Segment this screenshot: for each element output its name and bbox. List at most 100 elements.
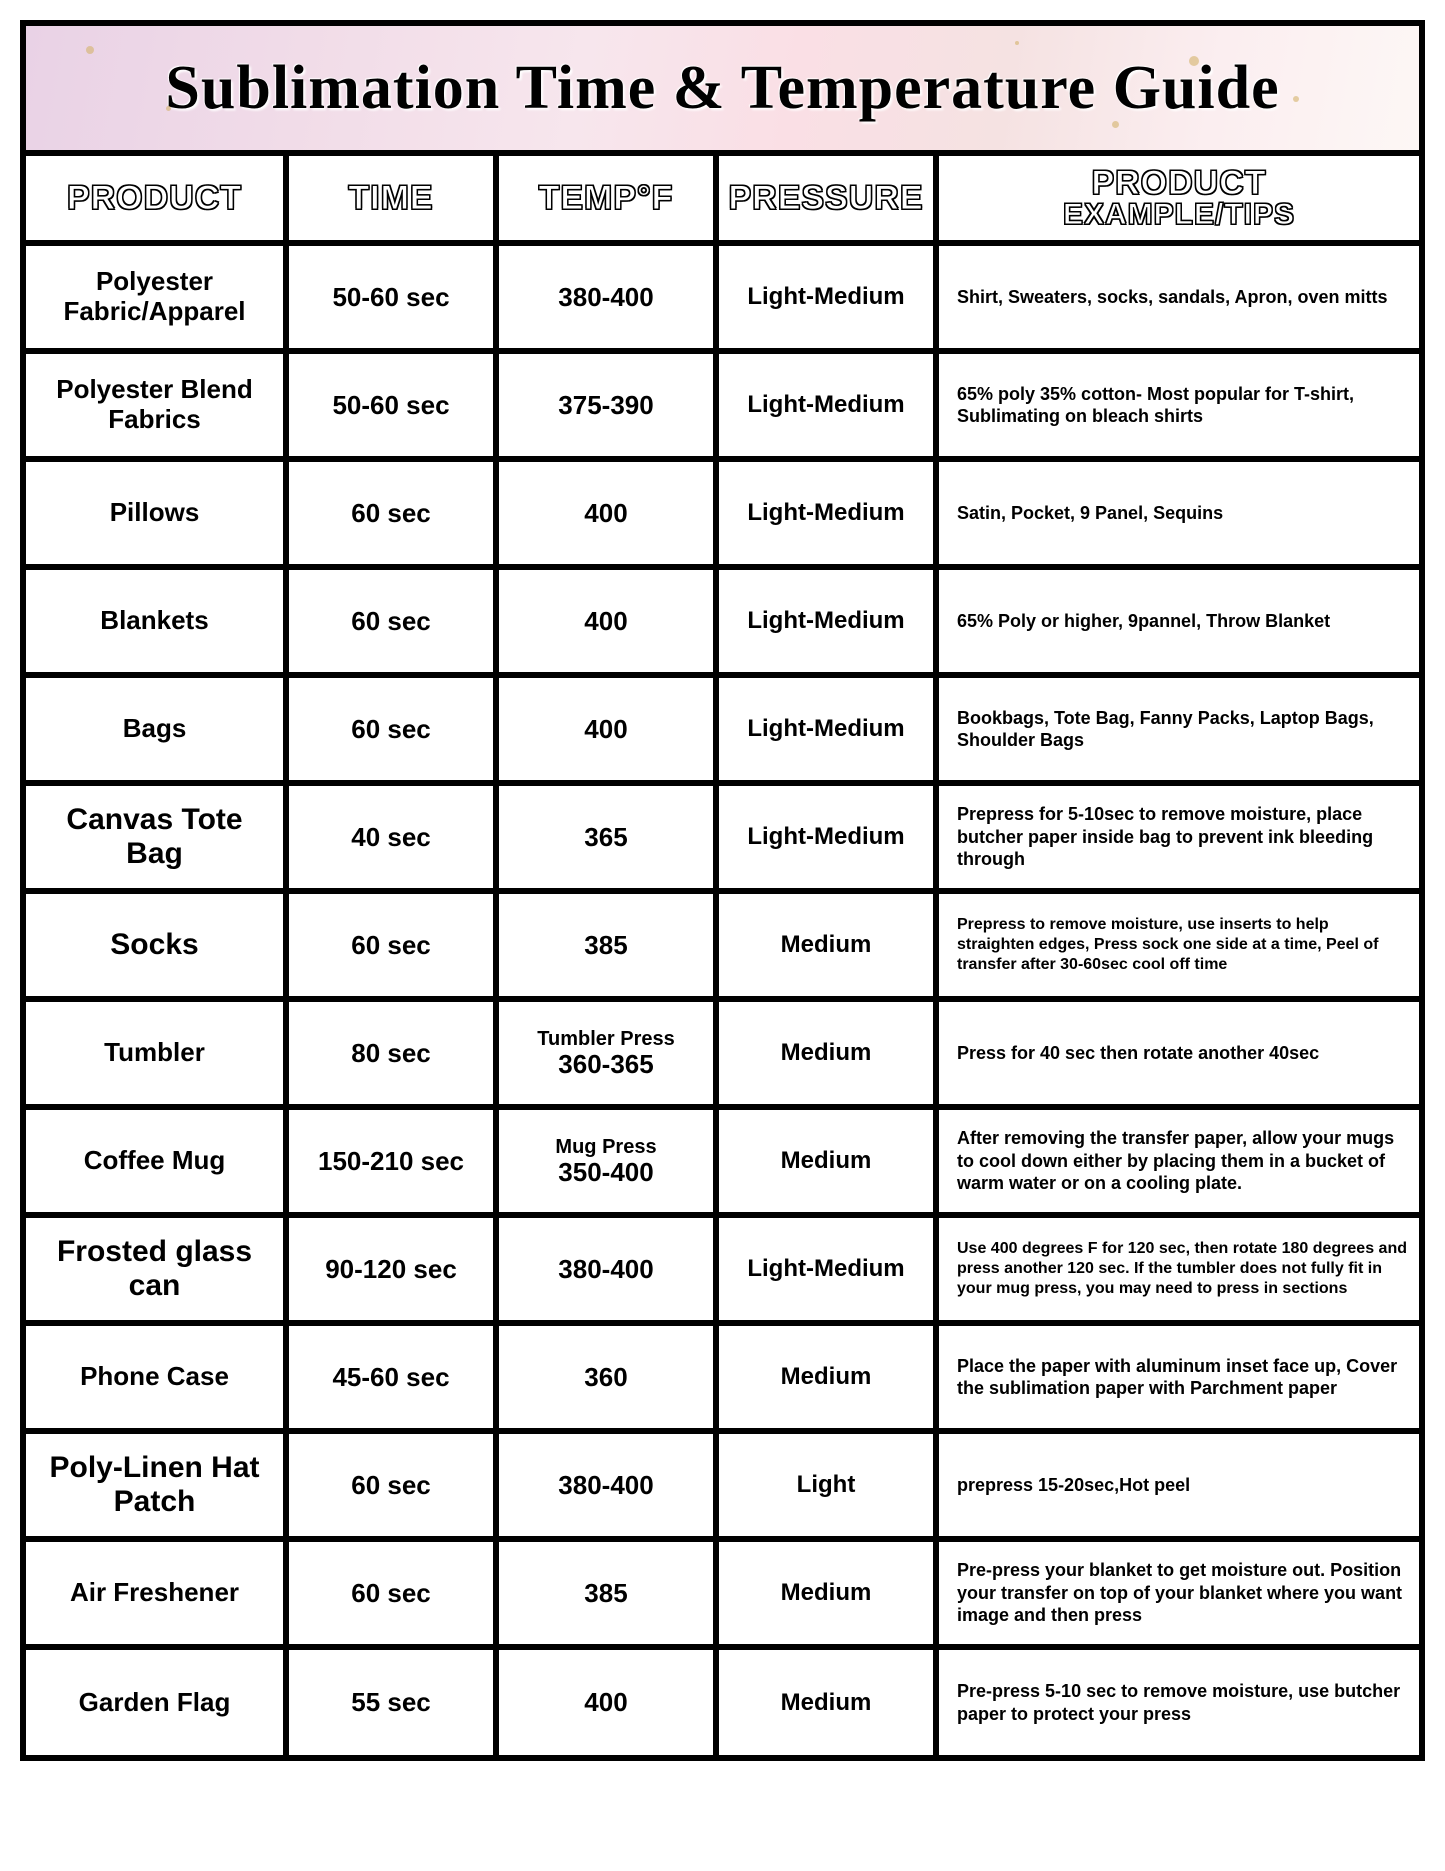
cell-product: Polyester Fabric/Apparel [26, 243, 286, 351]
cell-pressure: Light [716, 1431, 936, 1539]
cell-pressure: Medium [716, 999, 936, 1107]
header-pressure: PRESSURE [716, 156, 936, 243]
cell-tips: Bookbags, Tote Bag, Fanny Packs, Laptop … [936, 675, 1419, 783]
cell-pressure: Medium [716, 1539, 936, 1647]
cell-tips: Press for 40 sec then rotate another 40s… [936, 999, 1419, 1107]
table-row: Air Freshener60 sec 385 MediumPre-press yo… [26, 1539, 1419, 1647]
cell-product: Canvas Tote Bag [26, 783, 286, 891]
cell-tips: Use 400 degrees F for 120 sec, then rota… [936, 1215, 1419, 1323]
cell-tips: Pre-press 5-10 sec to remove moisture, u… [936, 1647, 1419, 1755]
table-row: Coffee Mug150-210 secMug Press350-400Med… [26, 1107, 1419, 1215]
table-row: Frosted glass can90-120 sec 380-400 Light-… [26, 1215, 1419, 1323]
table-row: Pillows60 sec400Light-MediumSatin, Pocke… [26, 459, 1419, 567]
cell-tips: Pre-press your blanket to get moisture o… [936, 1539, 1419, 1647]
cell-pressure: Light-Medium [716, 675, 936, 783]
title-banner: Sublimation Time & Temperature Guide [26, 26, 1419, 156]
cell-tips: 65% Poly or higher, 9pannel, Throw Blank… [936, 567, 1419, 675]
cell-temp-main: 380-400 [558, 282, 653, 312]
cell-temp: 385 [496, 1539, 716, 1647]
cell-temp: 400 [496, 1647, 716, 1755]
cell-temp-main: 400 [584, 498, 627, 528]
cell-pressure: Medium [716, 891, 936, 999]
cell-temp-main: 365 [584, 822, 627, 852]
header-time: TIME [286, 156, 496, 243]
cell-pressure: Medium [716, 1107, 936, 1215]
cell-temp-main: 360-365 [558, 1049, 653, 1079]
guide-page: Sublimation Time & Temperature Guide PRO… [20, 20, 1425, 1761]
table-row: Canvas Tote Bag40 sec 365 Light-MediumPrep… [26, 783, 1419, 891]
cell-temp: Tumbler Press360-365 [496, 999, 716, 1107]
table-row: Polyester Blend Fabrics50-60 sec375-390L… [26, 351, 1419, 459]
cell-time: 80 sec [286, 999, 496, 1107]
cell-temp: 400 [496, 675, 716, 783]
table-row: Polyester Fabric/Apparel50-60 sec 380-400… [26, 243, 1419, 351]
header-product: PRODUCT [26, 156, 286, 243]
cell-pressure: Light-Medium [716, 783, 936, 891]
cell-product: Phone Case [26, 1323, 286, 1431]
cell-time: 60 sec [286, 675, 496, 783]
cell-temp: 380-400 [496, 243, 716, 351]
header-tips: PRODUCT EXAMPLE/TIPS [936, 156, 1419, 243]
header-temp: TEMP°F [496, 156, 716, 243]
cell-temp-main: 380-400 [558, 1470, 653, 1500]
table-row: Poly-Linen Hat Patch60 sec 380-400 Lightpr… [26, 1431, 1419, 1539]
cell-product: Air Freshener [26, 1539, 286, 1647]
cell-time: 60 sec [286, 1539, 496, 1647]
cell-time: 45-60 sec [286, 1323, 496, 1431]
page-title: Sublimation Time & Temperature Guide [165, 53, 1279, 124]
cell-temp-main: 375-390 [558, 390, 653, 420]
cell-temp-main: 350-400 [558, 1157, 653, 1187]
cell-tips: Place the paper with aluminum inset face… [936, 1323, 1419, 1431]
cell-time: 60 sec [286, 1431, 496, 1539]
cell-temp-main: 385 [584, 1578, 627, 1608]
cell-time: 60 sec [286, 459, 496, 567]
cell-product: Polyester Blend Fabrics [26, 351, 286, 459]
cell-product: Bags [26, 675, 286, 783]
cell-temp: 400 [496, 459, 716, 567]
cell-time: 60 sec [286, 891, 496, 999]
cell-time: 50-60 sec [286, 351, 496, 459]
cell-pressure: Medium [716, 1323, 936, 1431]
cell-temp: 380-400 [496, 1431, 716, 1539]
cell-temp-main: 400 [584, 1687, 627, 1717]
cell-product: Poly-Linen Hat Patch [26, 1431, 286, 1539]
cell-pressure: Light-Medium [716, 459, 936, 567]
cell-product: Frosted glass can [26, 1215, 286, 1323]
cell-tips: Prepress to remove moisture, use inserts… [936, 891, 1419, 999]
cell-product: Tumbler [26, 999, 286, 1107]
cell-temp: 360 [496, 1323, 716, 1431]
cell-time: 90-120 sec [286, 1215, 496, 1323]
cell-pressure: Light-Medium [716, 1215, 936, 1323]
cell-time: 40 sec [286, 783, 496, 891]
cell-temp-main: 385 [584, 930, 627, 960]
cell-temp-sub: Tumbler Press [511, 1028, 701, 1050]
cell-temp-main: 380-400 [558, 1254, 653, 1284]
cell-time: 55 sec [286, 1647, 496, 1755]
cell-tips: Satin, Pocket, 9 Panel, Sequins [936, 459, 1419, 567]
cell-temp: Mug Press350-400 [496, 1107, 716, 1215]
cell-temp: 365 [496, 783, 716, 891]
header-tips-line2: EXAMPLE/TIPS [943, 200, 1415, 230]
table-row: Bags60 sec400Light-MediumBookbags, Tote … [26, 675, 1419, 783]
cell-product: Socks [26, 891, 286, 999]
cell-tips: 65% poly 35% cotton- Most popular for T-… [936, 351, 1419, 459]
header-tips-line1: PRODUCT [943, 166, 1415, 200]
cell-time: 150-210 sec [286, 1107, 496, 1215]
cell-temp: 385 [496, 891, 716, 999]
table-row: Tumbler80 secTumbler Press360-365MediumP… [26, 999, 1419, 1107]
cell-temp: 375-390 [496, 351, 716, 459]
cell-time: 60 sec [286, 567, 496, 675]
cell-temp-sub: Mug Press [511, 1136, 701, 1158]
cell-tips: prepress 15-20sec,Hot peel [936, 1431, 1419, 1539]
cell-tips: After removing the transfer paper, allow… [936, 1107, 1419, 1215]
cell-time: 50-60 sec [286, 243, 496, 351]
cell-temp: 380-400 [496, 1215, 716, 1323]
cell-product: Blankets [26, 567, 286, 675]
cell-temp-main: 400 [584, 606, 627, 636]
cell-pressure: Light-Medium [716, 243, 936, 351]
cell-tips: Prepress for 5-10sec to remove moisture,… [936, 783, 1419, 891]
table-row: Socks60 sec 385 MediumPrepress to remove m… [26, 891, 1419, 999]
table-row: Blankets60 sec400Light-Medium65% Poly or… [26, 567, 1419, 675]
cell-product: Coffee Mug [26, 1107, 286, 1215]
cell-temp-main: 360 [584, 1362, 627, 1392]
